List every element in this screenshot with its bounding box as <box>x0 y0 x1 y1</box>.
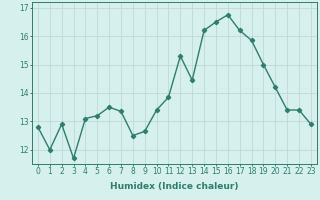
X-axis label: Humidex (Indice chaleur): Humidex (Indice chaleur) <box>110 182 239 191</box>
